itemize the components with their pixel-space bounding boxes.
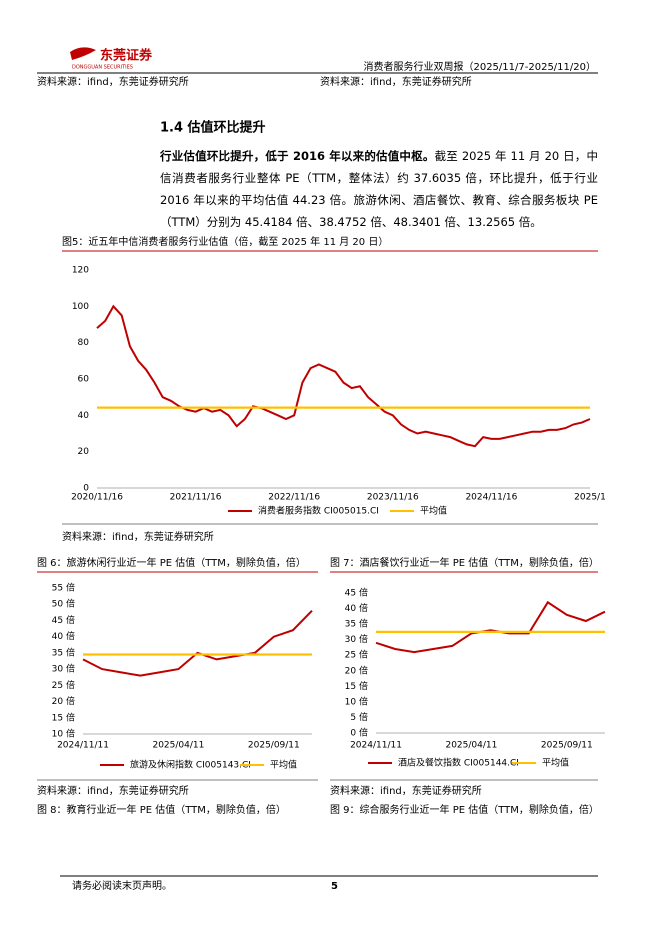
y-tick-label: 35 倍	[345, 618, 368, 630]
source: 资料来源：ifind，东莞证券研究所	[37, 75, 189, 88]
y-tick-label: 30 倍	[345, 633, 368, 645]
report-title: 消费者服务行业双周报（2025/11/7-2025/11/20）	[363, 60, 596, 73]
legend-label: 酒店及餐饮指数 CI005144.CI	[398, 757, 519, 769]
y-tick-label: 35 倍	[52, 646, 75, 658]
y-tick-label: 25 倍	[345, 649, 368, 661]
series-line	[82, 610, 313, 677]
page-number: 5	[331, 881, 338, 892]
disclaimer: 请务必阅读末页声明。	[72, 879, 172, 892]
y-tick-label: 30 倍	[52, 663, 75, 675]
paragraph-lead: 行业估值环比提升，低于 2016 年以来的估值中枢。	[160, 149, 435, 163]
paragraph-body: 截至 2025 年 11 月 20 日，中信消费者服务行业整体 PE（TTM，整…	[160, 149, 599, 229]
legend-label: 平均值	[270, 759, 297, 771]
legend-label: 平均值	[542, 757, 569, 769]
y-tick-label: 20 倍	[52, 695, 75, 707]
y-tick-label: 15 倍	[345, 680, 368, 692]
y-tick-label: 40 倍	[52, 630, 75, 642]
y-tick-label: 10 倍	[52, 728, 75, 740]
series-line	[375, 600, 606, 654]
x-tick-label: 2020/11/16	[71, 493, 123, 503]
figure-caption: 图 6：旅游休闲行业近一年 PE 估值（TTM，剔除负值，倍）	[37, 556, 306, 569]
logo-text: 东莞证券	[100, 48, 153, 64]
y-tick-label: 45 倍	[52, 614, 75, 626]
source: 资料来源：ifind，东莞证券研究所	[330, 784, 482, 797]
x-tick-label: 2025/09/11	[541, 741, 593, 751]
paragraph: 行业估值环比提升，低于 2016 年以来的估值中枢。截至 2025 年 11 月…	[160, 145, 598, 233]
x-tick-label: 2022/11/16	[268, 493, 320, 503]
y-tick-label: 0	[83, 484, 89, 494]
y-tick-label: 5 倍	[350, 711, 368, 723]
y-tick-label: 100	[72, 302, 89, 312]
y-tick-label: 120	[72, 266, 89, 276]
y-tick-label: 0 倍	[350, 727, 368, 739]
x-tick-label: 2021/11/16	[170, 493, 222, 503]
section-title: 1.4 估值环比提升	[160, 120, 266, 136]
y-tick-label: 40	[78, 411, 90, 421]
caption: 图 8：教育行业近一年 PE 估值（TTM，剔除负值，倍）	[37, 803, 286, 816]
x-tick-label: 2024/11/11	[57, 741, 109, 751]
source: 资料来源：ifind，东莞证券研究所	[320, 75, 472, 88]
legend-label: 旅游及休闲指数 CI005143.CI	[130, 759, 251, 771]
y-tick-label: 15 倍	[52, 711, 75, 723]
legend-label: 消费者服务指数 CI005015.CI	[258, 505, 379, 517]
y-tick-label: 20	[78, 447, 90, 457]
logo-mark	[70, 47, 96, 60]
y-tick-label: 45 倍	[345, 587, 368, 599]
figure-caption: 图 7：酒店餐饮行业近一年 PE 估值（TTM，剔除负值，倍）	[330, 556, 599, 569]
x-tick-label: 2025/09/11	[248, 741, 300, 751]
x-tick-label: 2024/11/16	[465, 493, 517, 503]
x-tick-label: 2025/04/11	[152, 741, 204, 751]
y-tick-label: 25 倍	[52, 679, 75, 691]
x-tick-label: 2025/04/11	[445, 741, 497, 751]
source: 资料来源：ifind，东莞证券研究所	[37, 784, 189, 797]
y-tick-label: 50 倍	[52, 598, 75, 610]
y-tick-label: 60	[78, 375, 90, 385]
figure-caption: 图5：近五年中信消费者服务行业估值（倍，截至 2025 年 11 月 20 日）	[62, 235, 388, 248]
logo-subtext: DONGGUAN SECURITIES	[72, 65, 133, 71]
series-line	[96, 304, 591, 448]
y-tick-label: 40 倍	[345, 602, 368, 614]
y-tick-label: 55 倍	[52, 582, 75, 594]
y-tick-label: 10 倍	[345, 695, 368, 707]
caption: 图 9：综合服务行业近一年 PE 估值（TTM，剔除负值，倍）	[330, 803, 599, 816]
y-tick-label: 80	[78, 338, 90, 348]
legend-label: 平均值	[420, 505, 447, 517]
x-tick-label: 2025/1	[574, 493, 606, 503]
source: 资料来源：ifind，东莞证券研究所	[62, 530, 214, 543]
x-tick-label: 2023/11/16	[367, 493, 419, 503]
x-tick-label: 2024/11/11	[350, 741, 402, 751]
y-tick-label: 20 倍	[345, 664, 368, 676]
